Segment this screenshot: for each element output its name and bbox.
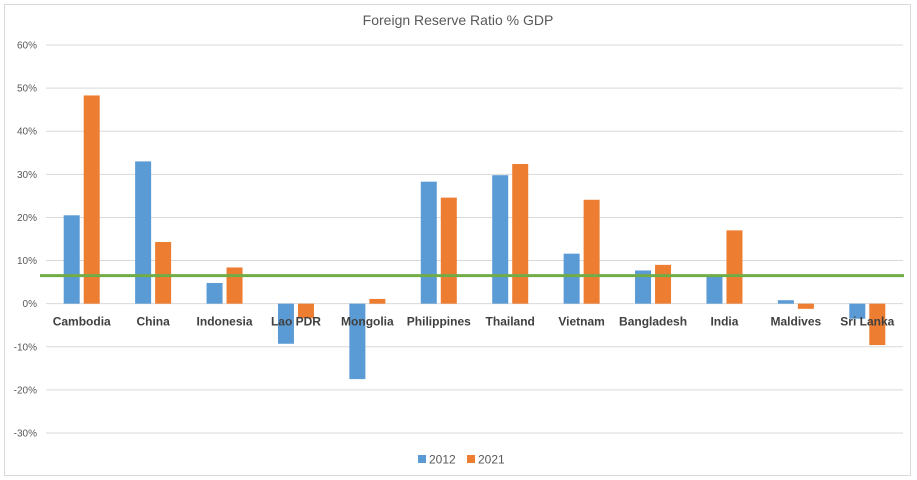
x-category-label: Cambodia [53,315,111,329]
y-tick-label: -20% [14,385,37,396]
bar-2021-sri-lanka [869,303,886,346]
x-category-label: China [136,315,170,329]
x-category-label: India [710,315,738,329]
legend: 2012 2021 [418,453,505,467]
series-2021 [83,95,886,346]
legend-swatch-2021 [467,455,475,463]
bar-2012-india [706,275,723,304]
y-tick-label: 60% [17,41,37,52]
gridlines [46,44,903,434]
legend-label-2021: 2021 [478,453,505,467]
x-category-label: Indonesia [197,315,253,329]
x-category-label: Lao PDR [271,315,321,329]
bar-2012-vietnam [563,253,580,304]
bar-2012-lao-pdr [277,303,294,344]
bar-2012-sri-lanka [849,303,866,319]
x-category-label: Sri Lanka [840,315,894,329]
x-category-label: Mongolia [341,315,394,329]
bar-2012-indonesia [206,282,223,304]
bar-2021-indonesia [226,267,243,304]
y-tick-label: 50% [17,84,37,95]
x-category-label: Philippines [407,315,471,329]
bar-2012-cambodia [63,215,80,304]
y-tick-label: 40% [17,127,37,138]
legend-label-2012: 2012 [429,453,456,467]
bar-2012-thailand [492,175,509,304]
y-tick-label: 0% [23,299,38,310]
bar-2012-bangladesh [635,270,652,304]
chart-frame [4,4,911,476]
bar-2021-maldives [797,303,814,309]
bar-2021-bangladesh [655,264,672,304]
bar-2021-cambodia [83,95,100,304]
x-category-label: Thailand [486,315,535,329]
y-tick-label: 10% [17,256,37,267]
bar-2021-philippines [440,197,457,304]
bar-2021-lao-pdr [297,303,314,319]
x-category-label: Bangladesh [619,315,687,329]
bar-2012-maldives [777,300,794,304]
bar-2021-india [726,230,743,304]
bar-2021-thailand [512,163,529,304]
bar-2021-vietnam [583,199,600,304]
y-tick-label: 30% [17,170,37,181]
bar-2021-mongolia [369,298,386,304]
y-axis-ticks: -30% -20% -10% 0% 10% 20% 30% 40% 50% 60% [14,41,37,440]
x-category-label: Maldives [771,315,822,329]
x-category-label: Vietnam [558,315,604,329]
bars [63,95,886,380]
series-2012 [63,161,866,380]
y-tick-label: -30% [14,429,37,440]
y-tick-label: 20% [17,213,37,224]
y-tick-label: -10% [14,342,37,353]
bar-2021-china [155,242,172,304]
legend-swatch-2012 [418,455,426,463]
chart-title: Foreign Reserve Ratio % GDP [363,12,554,28]
bar-2012-china [135,161,152,304]
bar-2012-philippines [420,181,437,304]
x-axis-categories: Cambodia China Indonesia Lao PDR Mongolia Phi… [53,315,895,329]
bar-2012-mongolia [349,303,366,380]
